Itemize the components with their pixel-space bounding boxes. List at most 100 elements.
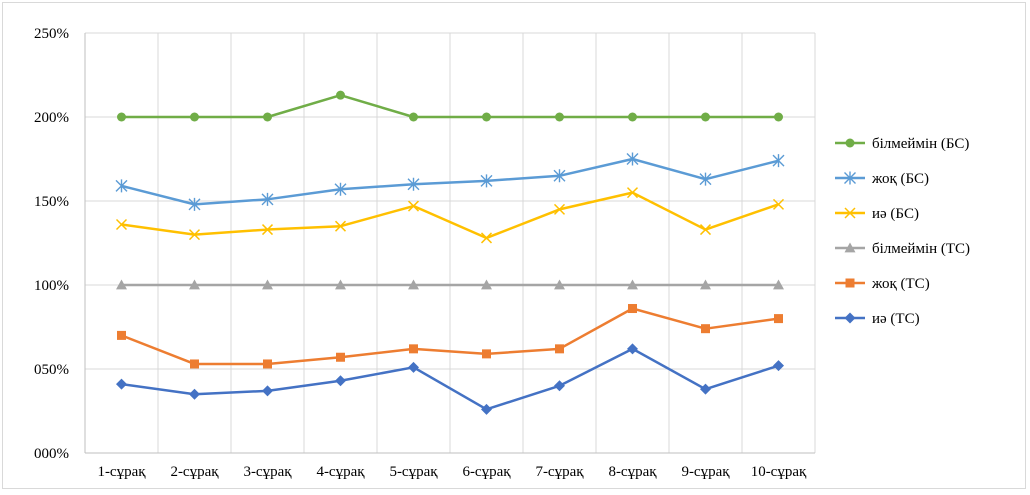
data-point bbox=[554, 279, 565, 290]
data-point bbox=[772, 198, 785, 210]
data-point bbox=[627, 279, 638, 290]
legend-label: білмеймін (БС) bbox=[872, 136, 969, 152]
data-point bbox=[844, 207, 856, 219]
data-point bbox=[482, 349, 491, 359]
legend-entry: білмеймін (ТС) bbox=[835, 241, 970, 257]
data-point bbox=[409, 112, 418, 122]
x-tick-label: 4-сұрақ bbox=[316, 464, 365, 480]
data-point bbox=[334, 220, 347, 232]
data-point bbox=[409, 344, 418, 354]
data-point bbox=[844, 171, 856, 185]
data-point bbox=[628, 304, 637, 314]
x-tick-label: 1-сұрақ bbox=[97, 464, 146, 480]
data-point bbox=[482, 112, 491, 122]
line-chart: 000% 050% 100% 150% 200% 250% 1-сұрақ 2-сұрақ 3-… bbox=[34, 26, 970, 480]
data-point bbox=[554, 380, 565, 392]
data-point bbox=[263, 359, 272, 369]
data-point bbox=[845, 138, 855, 148]
data-point bbox=[845, 278, 855, 288]
data-point bbox=[263, 112, 272, 122]
data-point bbox=[844, 242, 856, 253]
x-tick-label: 10-сұрақ bbox=[751, 464, 807, 480]
series-иә (ТС) bbox=[116, 343, 784, 415]
data-point bbox=[773, 279, 784, 290]
data-point bbox=[117, 330, 126, 340]
data-point bbox=[555, 344, 564, 354]
legend-entry: иә (ТС) bbox=[835, 311, 920, 327]
y-tick-label: 100% bbox=[34, 278, 69, 294]
data-point bbox=[188, 197, 201, 211]
data-point bbox=[261, 192, 274, 206]
x-tick-label: 3-сұрақ bbox=[243, 464, 292, 480]
x-tick-label: 5-сұрақ bbox=[389, 464, 438, 480]
data-point bbox=[699, 172, 712, 186]
data-point bbox=[117, 112, 126, 122]
data-point bbox=[335, 375, 346, 387]
series-lines bbox=[115, 90, 785, 415]
x-tick-label: 8-сұрақ bbox=[608, 464, 657, 480]
x-tick-label: 7-сұрақ bbox=[535, 464, 584, 480]
data-point bbox=[553, 169, 566, 183]
y-tick-label: 050% bbox=[34, 362, 69, 378]
data-point bbox=[408, 361, 419, 373]
series-жоқ (ТС) bbox=[117, 304, 783, 369]
data-point bbox=[116, 378, 127, 390]
data-point bbox=[262, 279, 273, 290]
legend-entry: жоқ (ТС) bbox=[835, 276, 930, 292]
data-point bbox=[190, 359, 199, 369]
data-point bbox=[481, 403, 492, 415]
data-point bbox=[773, 360, 784, 372]
data-point bbox=[336, 90, 345, 100]
data-point bbox=[115, 179, 128, 193]
legend-entry: иә (БС) bbox=[835, 206, 919, 222]
data-point bbox=[480, 232, 493, 244]
series-line bbox=[121, 157, 779, 206]
data-point bbox=[774, 112, 783, 122]
data-point bbox=[408, 279, 419, 290]
data-point bbox=[189, 388, 200, 400]
data-point bbox=[407, 177, 420, 191]
data-point bbox=[699, 224, 712, 236]
legend-label: иә (ТС) bbox=[872, 311, 920, 327]
series-білмеймін (БС) bbox=[117, 90, 783, 122]
data-point bbox=[481, 279, 492, 290]
data-point bbox=[115, 218, 128, 231]
axes: 000% 050% 100% 150% 200% 250% 1-сұрақ 2-сұрақ 3-… bbox=[34, 26, 815, 480]
series-line bbox=[121, 191, 779, 240]
data-point bbox=[700, 279, 711, 290]
data-point bbox=[626, 187, 639, 199]
legend-label: жоқ (ТС) bbox=[871, 276, 930, 292]
data-point bbox=[480, 174, 493, 188]
data-point bbox=[774, 314, 783, 324]
legend-label: иә (БС) bbox=[872, 206, 919, 222]
data-point bbox=[844, 312, 856, 324]
legend: білмеймін (БС) жоқ (БС) иә (БС) білмеймін (… bbox=[835, 136, 970, 327]
series-иә (БС) bbox=[115, 187, 785, 244]
data-point bbox=[627, 343, 638, 355]
data-point bbox=[262, 385, 273, 397]
legend-label: білмеймін (ТС) bbox=[872, 241, 970, 257]
chart-frame: 000% 050% 100% 150% 200% 250% 1-сұрақ 2-сұрақ 3-… bbox=[2, 2, 1026, 489]
series-line bbox=[121, 93, 779, 119]
legend-label: жоқ (БС) bbox=[871, 171, 929, 187]
x-tick-label: 9-сұрақ bbox=[681, 464, 730, 480]
legend-entry: білмеймін (БС) bbox=[835, 136, 969, 152]
data-point bbox=[701, 112, 710, 122]
x-tick-label: 6-сұрақ bbox=[462, 464, 511, 480]
series-line bbox=[121, 347, 779, 411]
y-tick-label: 200% bbox=[34, 110, 69, 126]
data-point bbox=[407, 200, 420, 212]
y-tick-label: 000% bbox=[34, 446, 69, 462]
data-point bbox=[188, 229, 201, 241]
data-point bbox=[261, 224, 274, 236]
data-point bbox=[189, 279, 200, 290]
legend-entry: жоқ (БС) bbox=[835, 171, 929, 187]
data-point bbox=[626, 152, 639, 166]
x-tick-label: 2-сұрақ bbox=[170, 464, 219, 480]
data-point bbox=[555, 112, 564, 122]
data-point bbox=[336, 352, 345, 362]
y-tick-label: 250% bbox=[34, 26, 69, 42]
data-point bbox=[628, 112, 637, 122]
data-point bbox=[700, 383, 711, 395]
data-point bbox=[701, 324, 710, 334]
